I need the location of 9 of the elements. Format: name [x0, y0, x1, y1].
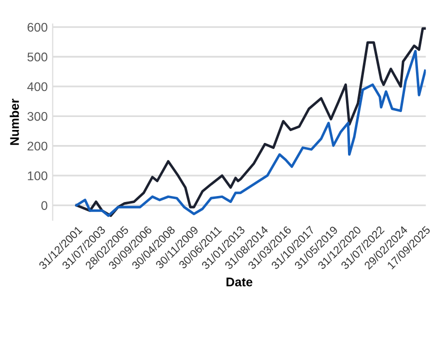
y-tick-label: 300 — [27, 112, 48, 121]
y-tick-label: 500 — [27, 52, 48, 62]
y-tick-label: 0 — [41, 201, 48, 210]
y-tick-label: 100 — [28, 171, 48, 180]
y-tick-label: 600 — [28, 22, 48, 32]
y-tick-label: 400 — [27, 82, 48, 92]
x-axis-title: Date — [226, 278, 252, 286]
y-tick-label: 200 — [28, 142, 48, 151]
y-axis-title: Number — [10, 98, 19, 145]
